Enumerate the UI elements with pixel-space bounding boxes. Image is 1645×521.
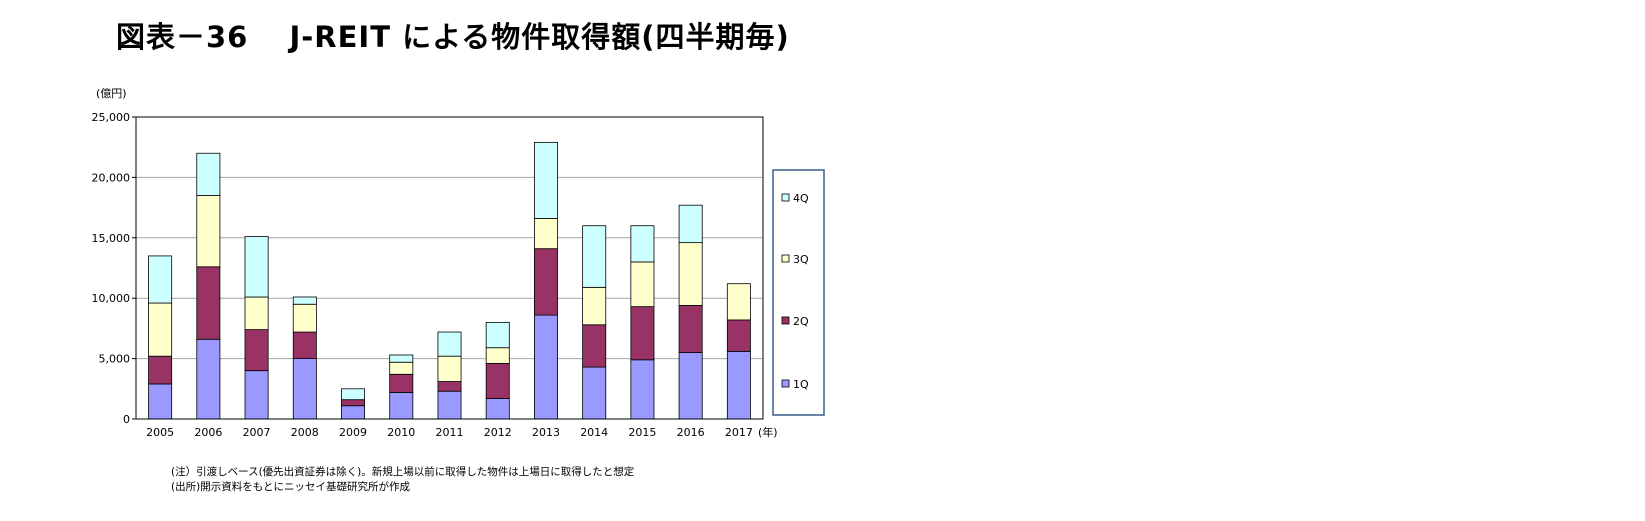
bar-1Q-2008 — [292, 358, 317, 420]
x-tick-label: 2015 — [628, 426, 656, 439]
plot-frame — [135, 116, 764, 420]
bar-4Q-2009 — [341, 388, 366, 401]
x-tick-labels: 2005 2006 2007 2008 2009 2010 2011 2012 2013 2014… — [146, 425, 777, 439]
y-tick-label: 5,000 — [99, 353, 131, 366]
bar-4Q-2012 — [485, 321, 510, 349]
bar-3Q-2008 — [292, 303, 317, 333]
y-tick-label: 10,000 — [92, 292, 131, 305]
bar-1Q-2009 — [341, 405, 366, 420]
x-tick-label: 2014 — [580, 426, 608, 439]
x-tick-label: 2012 — [484, 426, 512, 439]
legend-swatch-3Q — [781, 254, 790, 263]
bar-4Q-2010 — [389, 354, 414, 363]
footnote-note: (注）引渡しベース(優先出資証券は除く)。新規上場以前に取得した物件は上場日に取… — [171, 466, 635, 478]
bar-1Q-2017 — [726, 350, 751, 420]
x-tick-label: 2017 — [725, 426, 753, 439]
footnotes: (注）引渡しベース(優先出資証券は除く)。新規上場以前に取得した物件は上場日に取… — [171, 465, 634, 495]
bar-4Q-2011 — [437, 331, 462, 357]
bar-1Q-2016 — [678, 352, 703, 420]
bar-4Q-2005 — [148, 255, 173, 304]
x-axis-unit-label: (年) — [758, 425, 778, 439]
bar-3Q-2015 — [630, 261, 655, 308]
bar-3Q-2014 — [582, 286, 607, 326]
gridlines — [136, 116, 763, 360]
bar-2Q-2014 — [582, 324, 607, 368]
bar-2Q-2006 — [196, 266, 221, 340]
bar-3Q-2016 — [678, 242, 703, 306]
x-tick-label: 2007 — [243, 426, 271, 439]
bar-1Q-2015 — [630, 359, 655, 420]
legend-label-4Q: 4Q — [793, 192, 809, 205]
axes — [132, 116, 764, 420]
bar-3Q-2013 — [533, 218, 558, 250]
x-tick-label: 2010 — [387, 426, 415, 439]
bar-4Q-2013 — [533, 141, 558, 219]
bar-series — [148, 141, 751, 420]
legend-label-3Q: 3Q — [793, 253, 809, 266]
y-tick-label: 15,000 — [92, 232, 131, 245]
bar-2Q-2007 — [244, 329, 269, 372]
bar-1Q-2011 — [437, 390, 462, 420]
bar-2Q-2013 — [533, 248, 558, 316]
bar-2Q-2012 — [485, 363, 510, 399]
legend-label-2Q: 2Q — [793, 315, 809, 328]
bar-3Q-2007 — [244, 296, 269, 331]
x-tick-label: 2006 — [194, 426, 222, 439]
x-tick-label: 2008 — [291, 426, 319, 439]
figure-title: 図表－36 J-REIT による物件取得額(四半期毎) — [116, 20, 790, 54]
legend: 4Q 3Q 2Q 1Q — [772, 169, 825, 416]
bar-2Q-2016 — [678, 305, 703, 353]
legend-swatch-1Q — [781, 379, 790, 388]
x-tick-label: 2016 — [677, 426, 705, 439]
bar-4Q-2016 — [678, 204, 703, 244]
bar-3Q-2010 — [389, 361, 414, 375]
bar-1Q-2005 — [148, 383, 173, 420]
x-tick-label: 2011 — [436, 426, 464, 439]
x-tick-label: 2005 — [146, 426, 174, 439]
bar-2Q-2010 — [389, 373, 414, 393]
legend-swatch-2Q — [781, 316, 790, 325]
y-tick-label: 0 — [123, 413, 130, 426]
legend-box — [772, 169, 825, 416]
bar-2Q-2017 — [726, 319, 751, 352]
y-tick-labels: 0 5,000 10,000 15,000 20,000 25,000 (億円) — [92, 87, 131, 426]
x-tick-label: 2009 — [339, 426, 367, 439]
bar-3Q-2012 — [485, 347, 510, 364]
bar-3Q-2005 — [148, 302, 173, 357]
bar-3Q-2011 — [437, 355, 462, 382]
bar-3Q-2017 — [726, 283, 751, 321]
bar-2Q-2009 — [341, 399, 366, 407]
bar-2Q-2015 — [630, 306, 655, 361]
bar-1Q-2006 — [196, 338, 221, 420]
bar-2Q-2008 — [292, 331, 317, 359]
bar-3Q-2006 — [196, 195, 221, 268]
bar-1Q-2012 — [485, 398, 510, 420]
y-tick-label: 20,000 — [92, 171, 131, 184]
bar-1Q-2010 — [389, 392, 414, 420]
y-axis-unit-label: (億円) — [96, 87, 127, 100]
bar-1Q-2013 — [533, 314, 558, 420]
bar-4Q-2006 — [196, 152, 221, 196]
bar-1Q-2007 — [244, 370, 269, 420]
x-tick-label: 2013 — [532, 426, 560, 439]
bar-4Q-2014 — [582, 225, 607, 288]
bar-4Q-2008 — [292, 296, 317, 305]
footnote-source: (出所)開示資料をもとにニッセイ基礎研究所が作成 — [171, 481, 410, 493]
bar-2Q-2005 — [148, 355, 173, 385]
bar-4Q-2007 — [244, 236, 269, 298]
bar-1Q-2014 — [582, 366, 607, 420]
legend-label-1Q: 1Q — [793, 378, 809, 391]
legend-swatch-4Q — [781, 193, 790, 202]
bar-2Q-2011 — [437, 381, 462, 392]
bar-4Q-2015 — [630, 225, 655, 263]
y-tick-label: 25,000 — [92, 111, 131, 124]
